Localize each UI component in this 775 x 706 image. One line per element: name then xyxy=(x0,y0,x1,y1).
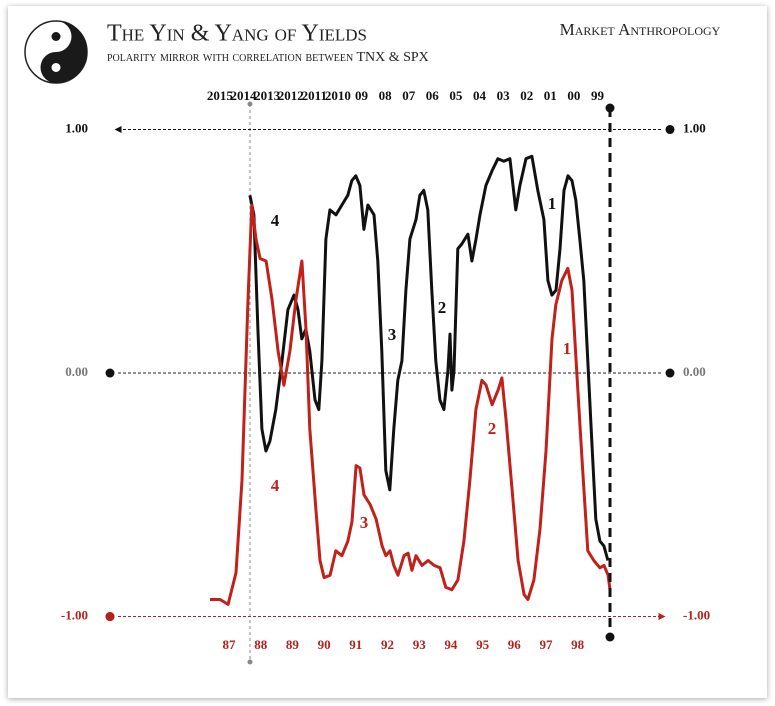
x-tick-label: 89 xyxy=(286,637,300,652)
x2-tick-label: 05 xyxy=(449,88,463,103)
annotation: 3 xyxy=(360,513,369,532)
x2-tick-label: 99 xyxy=(591,88,605,103)
chart-subtitle: polarity mirror with correlation between… xyxy=(107,50,429,65)
x-tick-label: 92 xyxy=(381,637,394,652)
annotation: 1 xyxy=(563,339,572,358)
tick-dot xyxy=(105,368,115,378)
tick-dot xyxy=(665,368,675,378)
end-dot xyxy=(605,103,615,113)
series-line xyxy=(210,203,612,606)
x2-tick-label: 04 xyxy=(473,88,487,103)
x2-tick-label: 2012 xyxy=(278,88,304,103)
y-tick-label: 0.00 xyxy=(65,364,88,379)
annotation: 4 xyxy=(271,476,280,495)
series-line xyxy=(248,154,610,561)
x2-tick-label: 2010 xyxy=(325,88,351,103)
y-tick-label: -1.00 xyxy=(61,608,88,623)
y-tick-label-right: -1.00 xyxy=(683,608,710,623)
x2-tick-label: 02 xyxy=(520,88,533,103)
x2-tick-label: 2013 xyxy=(254,88,281,103)
annotation: 2 xyxy=(488,419,497,438)
x2-tick-label: 09 xyxy=(355,88,369,103)
yin-yang-logo xyxy=(24,20,88,84)
x2-tick-label: 2014 xyxy=(231,88,258,103)
x-tick-label: 88 xyxy=(254,637,268,652)
x-tick-label: 96 xyxy=(508,637,522,652)
x2-tick-label: 07 xyxy=(402,88,416,103)
annotation: 2 xyxy=(438,298,447,317)
frame xyxy=(8,6,767,698)
x-tick-label: 93 xyxy=(413,637,427,652)
x2-tick-label: 03 xyxy=(497,88,511,103)
x2-tick-label: 01 xyxy=(544,88,557,103)
x-tick-label: 90 xyxy=(318,637,331,652)
tick-dot xyxy=(105,612,115,622)
x-tick-label: 95 xyxy=(476,637,490,652)
y-tick-label: 1.00 xyxy=(65,121,88,136)
x-tick-label: 87 xyxy=(223,637,237,652)
x2-tick-label: 2011 xyxy=(302,88,327,103)
x2-tick-label: 08 xyxy=(379,88,393,103)
annotation: 1 xyxy=(548,194,557,213)
x-tick-label: 97 xyxy=(539,637,553,652)
x-tick-label: 94 xyxy=(444,637,458,652)
marker-dot xyxy=(247,659,253,665)
y-tick-label-right: 0.00 xyxy=(683,364,706,379)
y-tick-label-right: 1.00 xyxy=(683,121,706,136)
marker-dot xyxy=(247,101,253,107)
tick-dot xyxy=(665,125,675,135)
annotation: 3 xyxy=(388,325,397,344)
x-tick-label: 98 xyxy=(571,637,585,652)
x2-tick-label: 2015 xyxy=(207,88,234,103)
x2-tick-label: 00 xyxy=(567,88,580,103)
x-tick-label: 91 xyxy=(349,637,362,652)
end-dot xyxy=(605,632,615,642)
x2-tick-label: 06 xyxy=(426,88,440,103)
chart-title: The Yin & Yang of Yields xyxy=(107,21,367,47)
brand: Market Anthropology xyxy=(560,20,721,39)
annotation: 4 xyxy=(271,211,280,230)
